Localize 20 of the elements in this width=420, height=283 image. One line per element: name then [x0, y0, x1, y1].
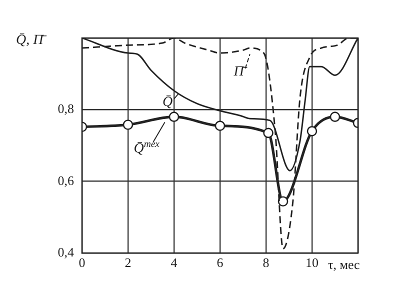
x-tick-label: 0: [78, 255, 86, 270]
point: [263, 128, 274, 138]
x-tick-label: 6: [216, 255, 224, 270]
point: [122, 120, 134, 130]
point: [330, 112, 340, 122]
y-tick-label: 0,4: [58, 244, 74, 260]
y-tick-label: 0,8: [58, 101, 74, 116]
x-tick-label: 2: [124, 255, 132, 270]
x-tick-label: 10: [306, 255, 318, 270]
y-axis-title: Q̄, Π̄: [16, 32, 48, 48]
x-tick-label: 4: [170, 255, 178, 270]
point: [278, 196, 288, 207]
legend-label: Q̄: [162, 94, 173, 110]
point: [306, 126, 318, 136]
x-axis-title: τ, мес: [328, 256, 360, 272]
x-tick-label: 8: [262, 255, 270, 270]
point: [168, 112, 180, 122]
point: [214, 120, 226, 131]
y-tick-label: 0,6: [58, 172, 74, 188]
legend-label: Π̄: [232, 64, 248, 80]
